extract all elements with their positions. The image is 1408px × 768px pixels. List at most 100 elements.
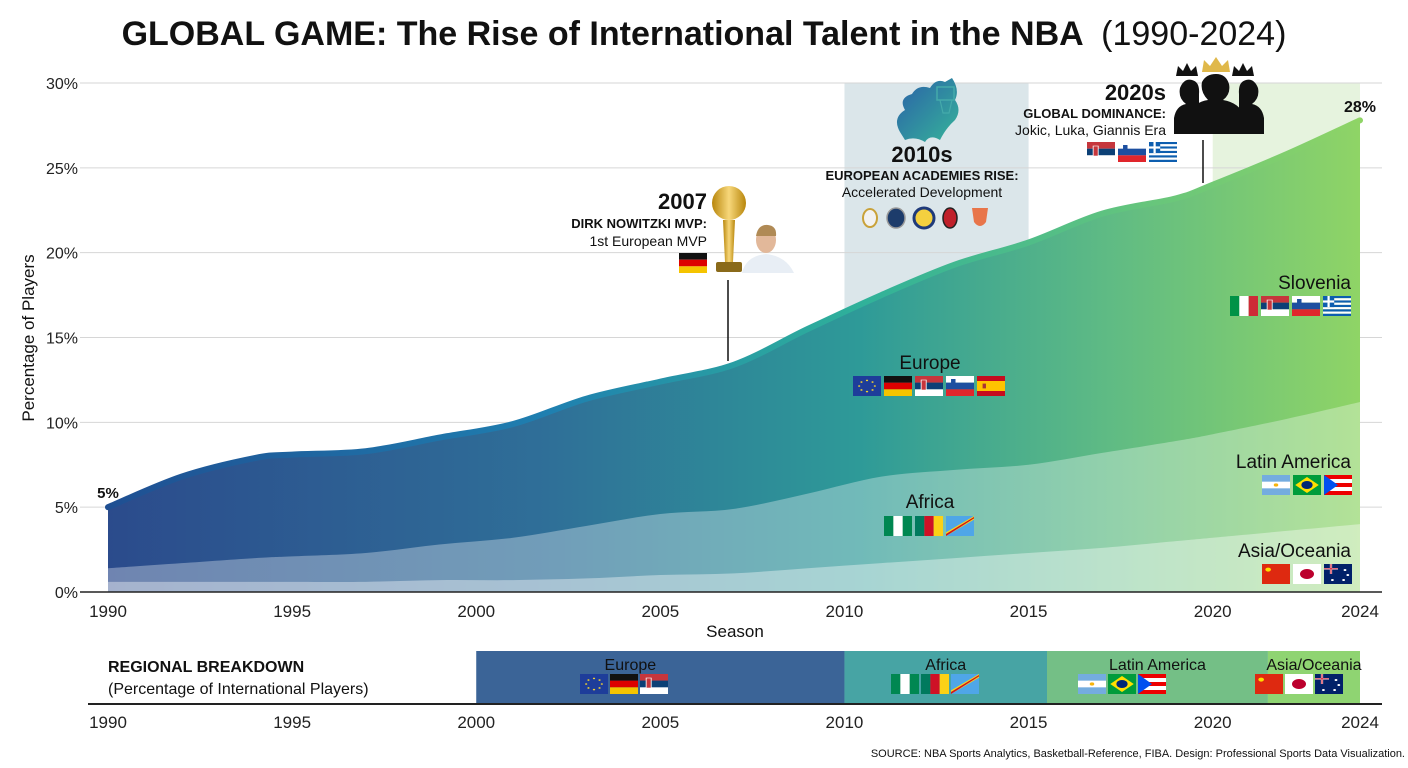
flag-de-icon — [679, 253, 707, 273]
regional-breakdown: REGIONAL BREAKDOWN (Percentage of Intern… — [88, 651, 1382, 732]
y-axis-ticks: 0% 5% 10% 15% 20% 25% 30% — [46, 76, 78, 602]
basketball-hoop-icon — [936, 86, 955, 114]
crowned-silhouettes-icon — [1174, 57, 1264, 134]
flag-es-icon — [977, 376, 1005, 396]
flag-cn-icon — [1262, 564, 1290, 584]
flag-br-icon — [1293, 475, 1321, 495]
flag-au-icon — [1315, 674, 1343, 694]
flag-cm-icon — [921, 674, 949, 694]
flag-ar-icon — [1078, 674, 1106, 694]
x-axis-label: Season — [706, 622, 764, 641]
breakdown-x-tick-label: 1995 — [273, 713, 311, 732]
player-photo — [742, 224, 794, 273]
annotation-2007-heading: DIRK NOWITZKI MVP: — [571, 216, 707, 231]
annotation-2010s: 2010s EUROPEAN ACADEMIES RISE: Accelerat… — [825, 78, 1019, 230]
area-series — [105, 117, 1363, 593]
breakdown-x-tick-label: 2005 — [641, 713, 679, 732]
breakdown-x-tick-label: 1990 — [89, 713, 127, 732]
x-tick-label: 2005 — [641, 602, 679, 621]
flag-cm-icon — [915, 516, 943, 536]
flag-groups — [679, 142, 1352, 584]
region-label-asia-oceania: Asia/Oceania — [1238, 541, 1351, 562]
trophy-icon — [712, 186, 746, 272]
flag-cd-icon — [946, 516, 974, 536]
y-tick-label: 10% — [46, 415, 78, 432]
flag-ar-icon — [1262, 475, 1290, 495]
crown-icon — [1176, 63, 1198, 76]
annotation-2010s-heading: EUROPEAN ACADEMIES RISE: — [825, 168, 1018, 183]
annotation-2007: 2007 DIRK NOWITZKI MVP: 1st European MVP — [571, 186, 794, 361]
x-tick-label: 2024 — [1341, 602, 1379, 621]
area-series-1 — [108, 401, 1360, 592]
flag-cd-icon — [951, 674, 979, 694]
y-tick-label: 30% — [46, 76, 78, 93]
annotation-2020s-year: 2020s — [1105, 80, 1166, 105]
x-tick-label: 1995 — [273, 602, 311, 621]
chart-title: GLOBAL GAME: The Rise of International T… — [122, 15, 1287, 53]
real-madrid-logo-icon — [862, 208, 878, 228]
crown-icon — [1232, 63, 1254, 76]
breakdown-band-label: Latin America — [1109, 657, 1206, 674]
x-tick-label: 2000 — [457, 602, 495, 621]
europe-map-icon — [896, 78, 959, 142]
flag-au-icon — [1324, 564, 1352, 584]
total-line — [105, 117, 1363, 511]
flag-jp-icon — [1293, 564, 1321, 584]
breakdown-title: REGIONAL BREAKDOWN — [108, 659, 304, 676]
flag-rs-icon — [915, 376, 943, 396]
title-years: (1990-2024) — [1101, 15, 1286, 53]
region-label-latin-america: Latin America — [1236, 452, 1352, 473]
annotation-2010s-year: 2010s — [891, 142, 952, 167]
flag-it-icon — [1230, 296, 1258, 316]
breakdown-x-tick-label: 2015 — [1010, 713, 1048, 732]
annotation-2007-text: 1st European MVP — [589, 233, 707, 249]
gold-crown-icon — [1202, 57, 1230, 72]
title-main: GLOBAL GAME: The Rise of International T… — [122, 15, 1084, 53]
x-tick-label: 2015 — [1010, 602, 1048, 621]
area-series-2 — [108, 524, 1360, 592]
flag-jp-icon — [1285, 674, 1313, 694]
breakdown-x-tick-label: 2000 — [457, 713, 495, 732]
breakdown-axis-ticks: 1990 1995 2000 2005 2010 2015 2020 2024 — [89, 713, 1379, 732]
club-logos — [862, 206, 988, 230]
x-tick-label: 2010 — [826, 602, 864, 621]
breakdown-band-asia-oceania — [1267, 651, 1360, 703]
annotation-2007-year: 2007 — [658, 189, 707, 214]
flag-si-icon — [946, 376, 974, 396]
flag-si-icon — [1118, 142, 1146, 162]
flag-rs-icon — [1261, 296, 1289, 316]
ac-milan-logo-icon — [942, 207, 958, 229]
flag-br-icon — [1108, 674, 1136, 694]
fenerbahce-logo-icon — [912, 206, 936, 230]
y-tick-label: 5% — [55, 500, 78, 517]
y-tick-label: 20% — [46, 246, 78, 263]
breakdown-bands: Europe Africa Latin America Asia/Oceania — [476, 651, 1362, 703]
mavericks-logo-icon — [886, 207, 906, 229]
y-tick-label: 25% — [46, 161, 78, 178]
region-label-slovenia: Slovenia — [1278, 273, 1351, 294]
y-axis-label: Percentage of Players — [19, 254, 38, 421]
flag-eu-icon — [853, 376, 881, 396]
start-value-label: 5% — [97, 485, 119, 502]
breakdown-x-tick-label: 2010 — [826, 713, 864, 732]
x-axis-ticks: 1990 1995 2000 2005 2010 2015 2020 2024 — [89, 602, 1379, 621]
breakdown-x-tick-label: 2024 — [1341, 713, 1379, 732]
end-value-label: 28% — [1344, 99, 1376, 116]
x-tick-label: 2020 — [1194, 602, 1232, 621]
flag-pr-icon — [1138, 674, 1166, 694]
annotation-2020s-heading: GLOBAL DOMINANCE: — [1023, 106, 1166, 121]
breakdown-band-label: Africa — [925, 657, 966, 674]
breakdown-subtitle: (Percentage of International Players) — [108, 681, 369, 698]
annotation-2020s: 2020s GLOBAL DOMINANCE: Jokic, Luka, Gia… — [1015, 57, 1264, 183]
flag-rs-icon — [640, 674, 668, 694]
flag-gr-icon — [1323, 296, 1351, 316]
club-crest-logo-icon — [972, 208, 988, 226]
flag-de-icon — [884, 376, 912, 396]
flag-si-icon — [1292, 296, 1320, 316]
y-tick-label: 0% — [55, 585, 78, 602]
breakdown-x-tick-label: 2020 — [1194, 713, 1232, 732]
flag-gr-icon — [1149, 142, 1177, 162]
breakdown-band-label: Europe — [605, 657, 657, 674]
flag-pr-icon — [1324, 475, 1352, 495]
